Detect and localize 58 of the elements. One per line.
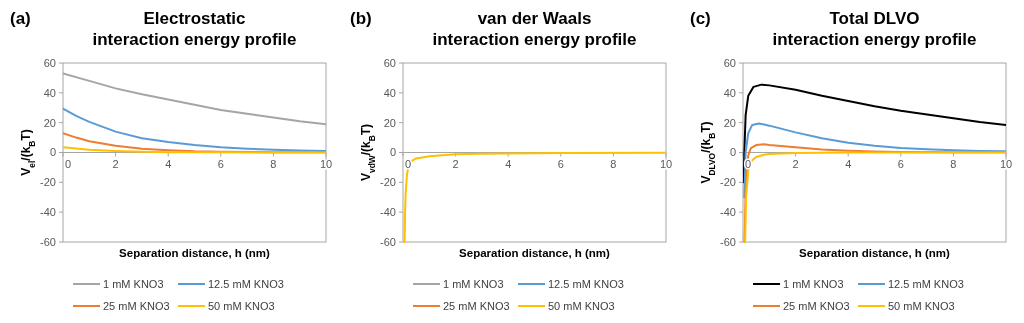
y-tick-label: -40 — [720, 206, 736, 219]
legend-label: 1 mM KNO3 — [103, 277, 164, 290]
x-tick-label: 8 — [610, 157, 617, 170]
y-tick-label: -20 — [720, 176, 736, 189]
x-axis-title: Separation distance, h (nm) — [459, 247, 611, 259]
legend-label: 1 mM KNO3 — [783, 277, 844, 290]
legend-label: 12.5 mM KNO3 — [208, 277, 284, 290]
y-tick-label: -40 — [40, 206, 56, 219]
y-tick-label: -20 — [40, 176, 56, 189]
legend-label: 25 mM KNO3 — [443, 299, 510, 312]
y-tick-label: 40 — [383, 86, 396, 99]
y-tick-label: 40 — [43, 86, 56, 99]
text: (c) — [690, 9, 711, 28]
x-tick-label: 10 — [319, 157, 333, 170]
legend-label: 50 mM KNO3 — [888, 299, 955, 312]
legend-label: 12.5 mM KNO3 — [548, 277, 624, 290]
x-tick-label: 0 — [64, 157, 72, 170]
y-tick-label: 20 — [43, 116, 56, 129]
y-tick-label: 60 — [723, 56, 736, 69]
x-tick-label: 2 — [792, 157, 799, 170]
x-tick-label: 4 — [845, 157, 852, 170]
y-tick-label: -60 — [380, 235, 396, 248]
x-axis-title: Separation distance, h (nm) — [799, 247, 951, 259]
x-tick-label: 10 — [659, 157, 673, 170]
y-tick-label: -40 — [380, 206, 396, 219]
y-tick-label: 0 — [49, 146, 56, 159]
y-tick-label: 40 — [723, 86, 736, 99]
y-tick-label: 0 — [389, 146, 396, 159]
chart-title: Electrostatic interaction energy profile — [92, 9, 297, 49]
chart-title: van der Waals interaction energy profile — [432, 9, 637, 49]
y-tick-label: 60 — [383, 56, 396, 69]
y-tick-label: 0 — [729, 146, 736, 159]
x-tick-label: 10 — [999, 157, 1013, 170]
legend-label: 25 mM KNO3 — [103, 299, 170, 312]
x-tick-label: 8 — [270, 157, 277, 170]
y-tick-label: 60 — [43, 56, 56, 69]
y-tick-label: -20 — [380, 176, 396, 189]
legend-label: 50 mM KNO3 — [208, 299, 275, 312]
x-tick-label: 8 — [950, 157, 957, 170]
legend-label: 25 mM KNO3 — [783, 299, 850, 312]
y-tick-label: 20 — [383, 116, 396, 129]
x-axis-title: Separation distance, h (nm) — [119, 247, 271, 259]
x-tick-label: 6 — [897, 157, 904, 170]
x-tick-label: 2 — [452, 157, 459, 170]
legend-label: 50 mM KNO3 — [548, 299, 615, 312]
chart-title: Total DLVO interaction energy profile — [772, 9, 977, 49]
text: (a) — [10, 9, 31, 28]
text: (b) — [350, 9, 372, 28]
y-tick-label: -60 — [720, 235, 736, 248]
y-tick-label: 20 — [723, 116, 736, 129]
x-tick-label: 6 — [557, 157, 564, 170]
x-tick-label: 6 — [217, 157, 224, 170]
legend-label: 12.5 mM KNO3 — [888, 277, 964, 290]
x-tick-label: 4 — [165, 157, 172, 170]
y-tick-label: -60 — [40, 235, 56, 248]
x-tick-label: 2 — [112, 157, 119, 170]
x-tick-label: 4 — [505, 157, 512, 170]
legend-label: 1 mM KNO3 — [443, 277, 504, 290]
